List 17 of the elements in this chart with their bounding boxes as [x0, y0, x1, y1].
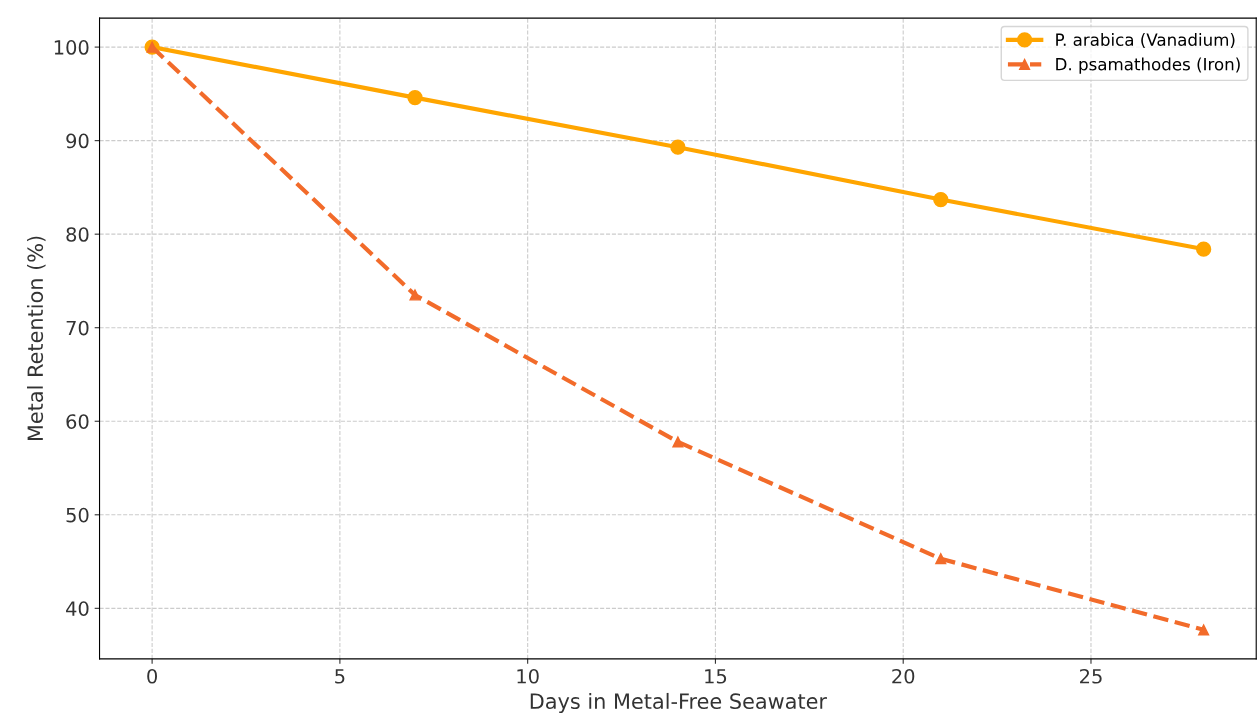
y-axis-title: Metal Retention (%): [26, 236, 46, 441]
y-tick-label: 100: [54, 40, 89, 55]
x-tick-label: 5: [335, 669, 345, 684]
y-tick-label: 50: [66, 507, 89, 523]
y-tick-label: 80: [66, 227, 89, 242]
legend-label: D. psamathodes (Iron): [1056, 57, 1240, 74]
y-tick-label: 90: [66, 133, 89, 149]
x-tick-label: 15: [705, 669, 727, 684]
y-tick-label: 70: [66, 320, 89, 336]
x-tick-label: 0: [147, 668, 158, 684]
x-axis-title: Days in Metal-Free Seawater: [530, 692, 828, 714]
y-tick-label: 40: [66, 601, 89, 616]
x-tick-label: 20: [892, 668, 915, 684]
x-tick-label: 10: [517, 668, 539, 684]
y-tick-label: 60: [66, 414, 89, 429]
x-tick-label: 25: [1080, 668, 1102, 684]
legend-label: P. arabica (Vanadium): [1056, 33, 1235, 48]
